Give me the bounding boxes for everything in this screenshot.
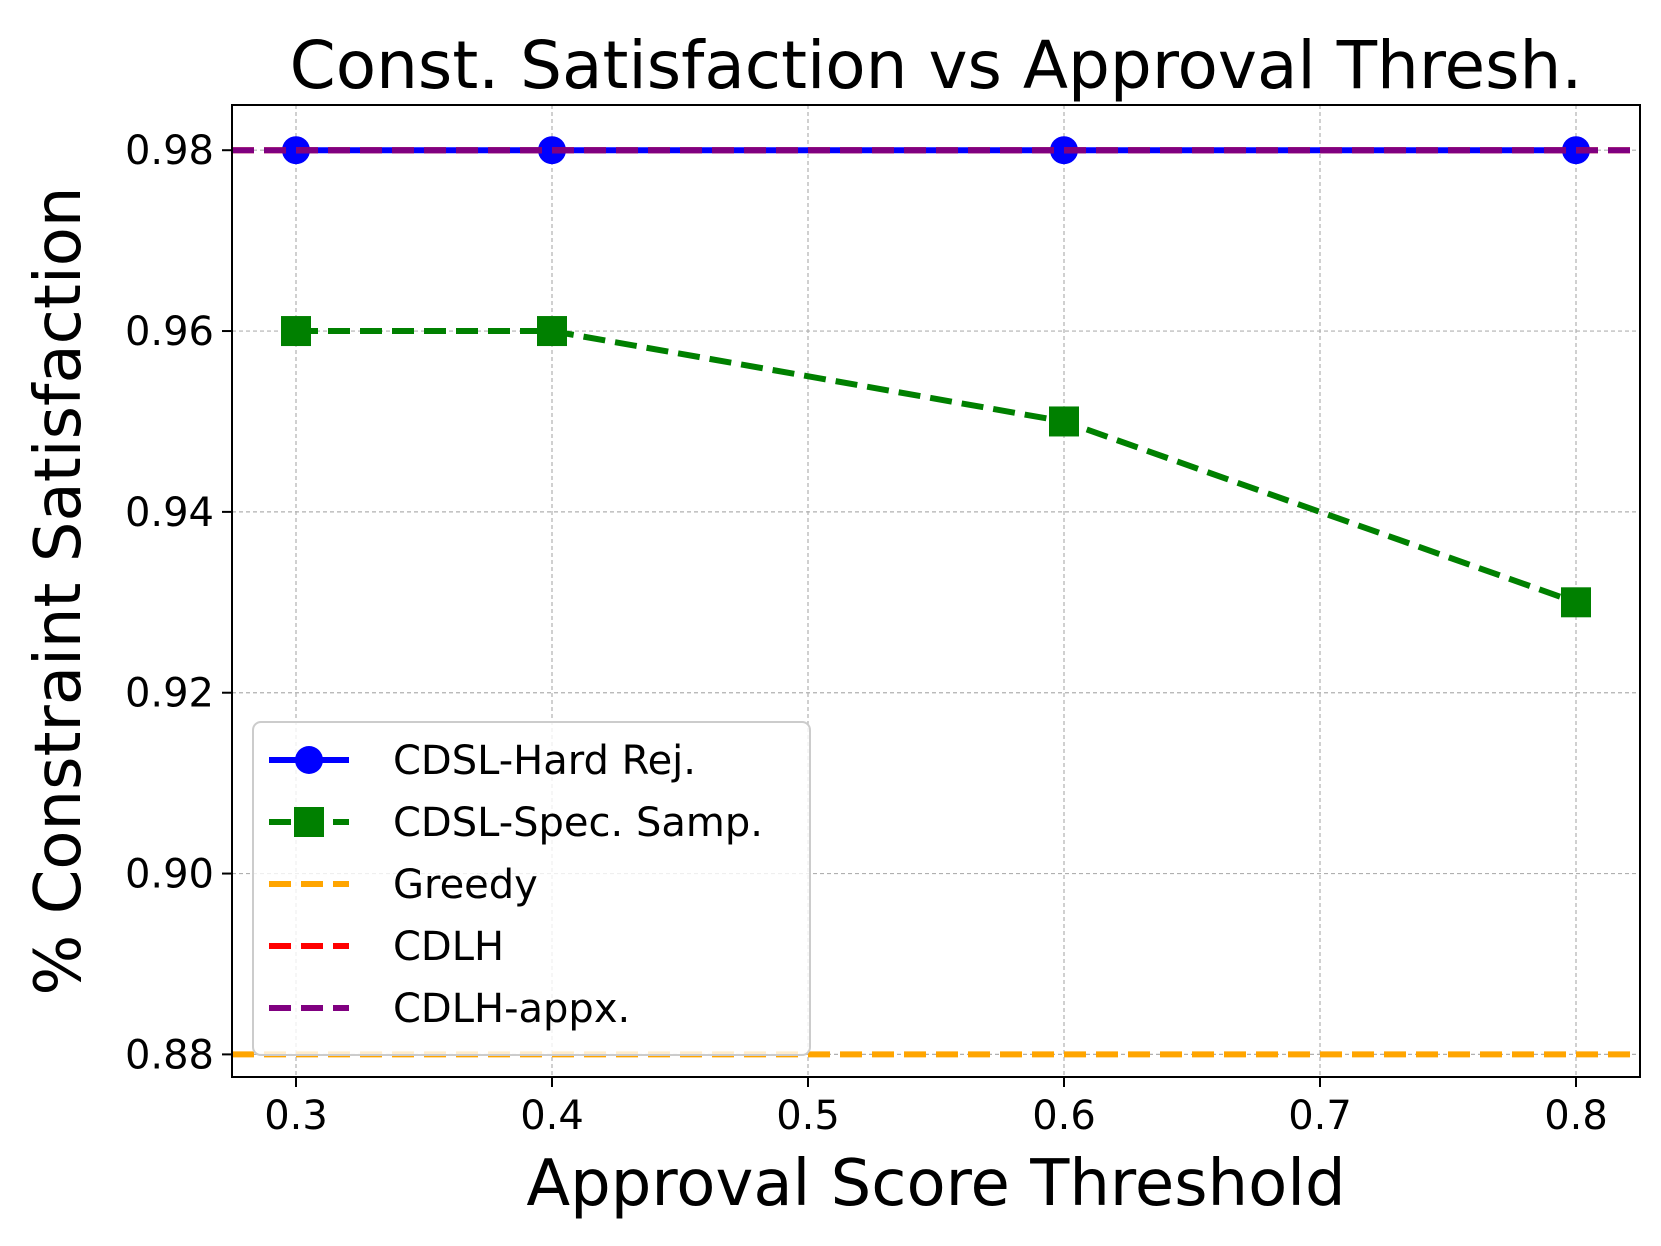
legend-cdsl-spec-samp-label: CDSL-Spec. Samp. bbox=[393, 800, 763, 846]
chart-title: Const. Satisfaction vs Approval Thresh. bbox=[290, 27, 1583, 104]
series-cdsl-spec-samp-point bbox=[537, 316, 567, 347]
legend-cdsl-spec-samp-marker bbox=[294, 807, 324, 837]
y-tick-label: 0.92 bbox=[125, 671, 214, 717]
x-tick-label: 0.6 bbox=[1032, 1093, 1096, 1139]
x-axis-label: Approval Score Threshold bbox=[526, 1147, 1345, 1221]
y-tick-label: 0.98 bbox=[125, 128, 214, 174]
series-layer bbox=[232, 136, 1640, 1058]
y-tick-label: 0.90 bbox=[125, 852, 214, 898]
y-tick-label: 0.96 bbox=[125, 309, 214, 355]
x-tick-label: 0.3 bbox=[264, 1093, 328, 1139]
y-tick-label: 0.94 bbox=[125, 490, 214, 536]
series-cdsl-spec-samp-point bbox=[1049, 406, 1079, 437]
x-tick-label: 0.8 bbox=[1544, 1093, 1608, 1139]
y-tick-label: 0.88 bbox=[125, 1032, 214, 1078]
legend-cdlh-appx-label: CDLH-appx. bbox=[393, 986, 630, 1032]
legend-cdsl-hard-rej-marker bbox=[295, 746, 323, 774]
legend-cdlh-label: CDLH bbox=[393, 924, 504, 970]
x-tick-label: 0.5 bbox=[776, 1093, 840, 1139]
legend-box bbox=[252, 721, 811, 1056]
series-cdsl-spec-samp-point bbox=[281, 316, 311, 347]
series-cdsl-spec-samp-line bbox=[296, 328, 1577, 606]
y-axis-label: % Constraint Satisfaction bbox=[22, 187, 96, 996]
legend-greedy-label: Greedy bbox=[393, 862, 538, 908]
x-tick-label: 0.7 bbox=[1288, 1093, 1352, 1139]
legend-cdsl-hard-rej-label: CDSL-Hard Rej. bbox=[393, 738, 696, 784]
legend: CDSL-Hard Rej. CDSL-Spec. Samp. Greedy CDLH… bbox=[252, 721, 811, 1056]
plot-frame bbox=[231, 104, 1641, 1078]
ticks: 0.3 0.4 0.5 0.6 0.7 0.8 0.88 0.90 0.92 0.94 0.96 0.… bbox=[125, 128, 1608, 1139]
x-tick-label: 0.4 bbox=[520, 1093, 584, 1139]
series-cdsl-spec-samp-point bbox=[1561, 587, 1591, 618]
